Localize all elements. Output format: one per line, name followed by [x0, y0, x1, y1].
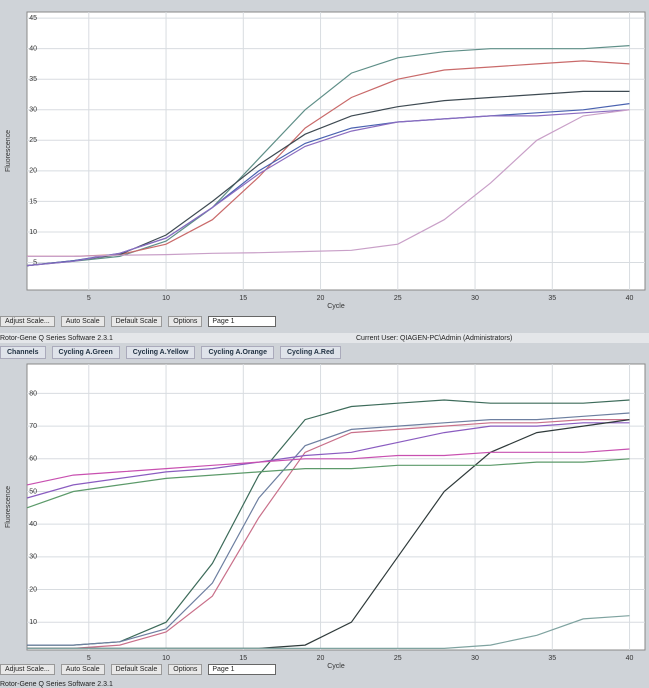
plot-area — [26, 11, 646, 291]
x-tick-label: 30 — [471, 295, 479, 302]
x-tick-label: 10 — [162, 655, 170, 662]
status-text: Rotor-Gene Q Series Software 2.3.1 — [0, 334, 113, 342]
data-line — [27, 412, 630, 646]
data-line — [26, 45, 630, 267]
x-tick-label: 15 — [239, 655, 247, 662]
y-tick-label: 35 — [29, 76, 37, 83]
button[interactable]: Adjust Scale... — [0, 664, 55, 675]
y-tick-label: 5 — [33, 259, 37, 266]
y-tick-label: 80 — [29, 390, 37, 397]
x-tick-label: 40 — [626, 655, 634, 662]
y-tick-label: 30 — [29, 554, 37, 561]
y-axis-label: Fluorescence — [5, 130, 12, 172]
y-axis-label: Fluorescence — [5, 486, 12, 528]
x-tick-label: 5 — [87, 295, 91, 302]
tab[interactable]: Cycling A.Red — [279, 346, 342, 359]
y-tick-label: 40 — [29, 521, 37, 528]
data-line — [26, 448, 630, 486]
button[interactable]: Auto Scale — [60, 316, 105, 327]
y-tick-label: 45 — [29, 15, 37, 22]
toolbar: Adjust Scale... Auto Scale Default Scale… — [0, 664, 649, 675]
y-tick-label: 30 — [29, 107, 37, 114]
toolbar: Adjust Scale... Auto Scale Default Scale… — [0, 316, 649, 327]
status-bar: Rotor-Gene Q Series Software 2.3.1 Curre… — [0, 333, 649, 343]
plot-area — [26, 363, 646, 651]
button[interactable]: Default Scale — [110, 316, 163, 327]
button[interactable]: Adjust Scale... — [0, 316, 55, 327]
data-line — [27, 615, 630, 649]
y-tick-label: 40 — [29, 46, 37, 53]
x-tick-label: 5 — [87, 655, 91, 662]
status-bar: Rotor-Gene Q Series Software 2.3.1 — [0, 680, 649, 688]
y-tick-label: 20 — [29, 586, 37, 593]
dropdown[interactable]: Page 1 — [208, 316, 277, 327]
y-tick-label: 10 — [29, 229, 37, 236]
y-tick-label: 70 — [29, 423, 37, 430]
button[interactable]: Options — [168, 316, 203, 327]
data-line — [26, 109, 630, 267]
status-text: Rotor-Gene Q Series Software 2.3.1 — [0, 680, 113, 688]
y-tick-label: 10 — [29, 619, 37, 626]
button[interactable]: Options — [168, 664, 203, 675]
tab[interactable]: Cycling A.Yellow — [125, 346, 196, 359]
x-axis-label: Cycle — [327, 303, 345, 310]
tab[interactable]: Cycling A.Green — [51, 346, 120, 359]
tab[interactable]: Cycling A.Orange — [201, 346, 274, 359]
x-tick-label: 15 — [239, 295, 247, 302]
x-tick-label: 35 — [548, 655, 556, 662]
x-tick-label: 40 — [626, 295, 634, 302]
y-tick-label: 25 — [29, 137, 37, 144]
button[interactable]: Default Scale — [110, 664, 163, 675]
data-line — [26, 422, 630, 499]
data-line — [27, 60, 630, 257]
tab-bar: Channels Cycling A.Green Cycling A.Yellow C… — [0, 346, 649, 359]
y-tick-label: 50 — [29, 488, 37, 495]
data-line — [27, 399, 630, 646]
data-line — [27, 109, 630, 257]
y-tick-label: 15 — [29, 198, 37, 205]
button[interactable]: Auto Scale — [60, 664, 105, 675]
status-text: Current User: QIAGEN-PC\Admin (Administr… — [356, 334, 513, 342]
x-tick-label: 10 — [162, 295, 170, 302]
y-tick-label: 60 — [29, 456, 37, 463]
x-axis-label: Cycle — [327, 663, 345, 670]
y-tick-label: 20 — [29, 168, 37, 175]
dropdown[interactable]: Page 1 — [208, 664, 277, 675]
x-tick-label: 25 — [394, 295, 402, 302]
x-tick-label: 35 — [548, 295, 556, 302]
x-tick-label: 30 — [471, 655, 479, 662]
data-line — [26, 458, 630, 509]
x-tick-label: 20 — [317, 655, 325, 662]
x-tick-label: 20 — [317, 295, 325, 302]
x-tick-label: 25 — [394, 655, 402, 662]
data-line — [27, 419, 630, 649]
tab[interactable]: Channels — [0, 346, 46, 359]
